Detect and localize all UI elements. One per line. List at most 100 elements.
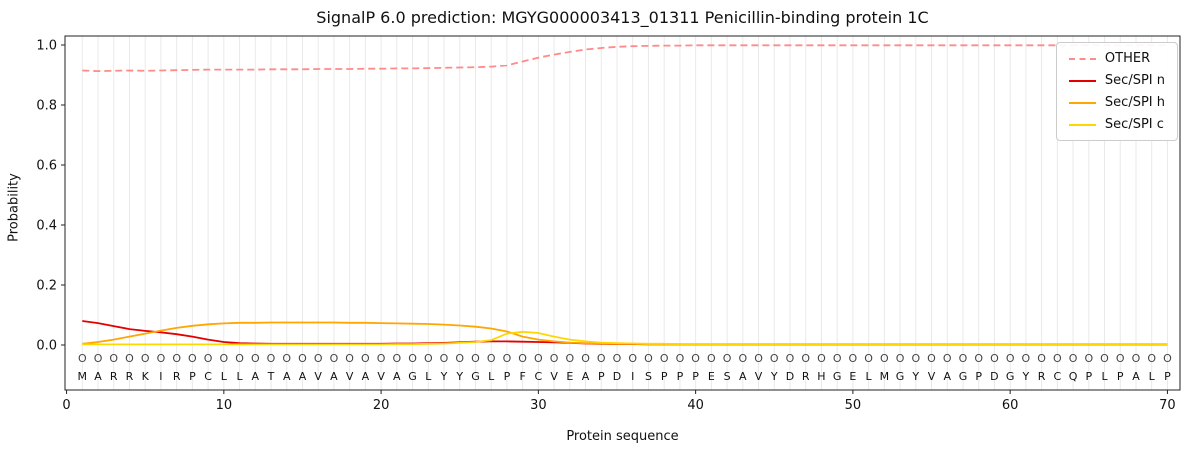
- svg-text:O: O: [94, 352, 103, 365]
- svg-text:M: M: [880, 370, 890, 383]
- legend-line-sample: [1068, 101, 1096, 104]
- svg-text:O: O: [660, 352, 669, 365]
- legend-item-sec-spi-h: Sec/SPI h: [1068, 95, 1165, 110]
- svg-text:O: O: [911, 352, 920, 365]
- svg-text:P: P: [661, 370, 668, 383]
- svg-text:O: O: [503, 352, 512, 365]
- svg-text:A: A: [362, 370, 370, 383]
- svg-text:C: C: [1053, 370, 1061, 383]
- svg-text:O: O: [738, 352, 747, 365]
- svg-text:O: O: [204, 352, 213, 365]
- svg-text:A: A: [943, 370, 951, 383]
- svg-text:A: A: [393, 370, 401, 383]
- svg-text:A: A: [252, 370, 260, 383]
- y-tick-label: 0.0: [36, 339, 57, 354]
- svg-text:O: O: [927, 352, 936, 365]
- svg-text:O: O: [1053, 352, 1062, 365]
- legend-line-sample: [1068, 57, 1096, 60]
- svg-text:O: O: [235, 352, 244, 365]
- svg-text:G: G: [833, 370, 842, 383]
- svg-text:O: O: [943, 352, 952, 365]
- svg-text:O: O: [817, 352, 826, 365]
- svg-text:D: D: [613, 370, 621, 383]
- svg-text:I: I: [159, 370, 162, 383]
- svg-text:O: O: [424, 352, 433, 365]
- svg-text:O: O: [471, 352, 480, 365]
- y-tick-label: 0.8: [36, 99, 57, 114]
- svg-text:O: O: [676, 352, 685, 365]
- legend-item-other: OTHER: [1068, 51, 1165, 66]
- svg-text:R: R: [802, 370, 810, 383]
- x-tick-label: 70: [1159, 398, 1176, 413]
- svg-text:O: O: [188, 352, 197, 365]
- svg-text:O: O: [1022, 352, 1031, 365]
- legend-item-label: OTHER: [1104, 51, 1151, 66]
- svg-text:O: O: [801, 352, 810, 365]
- legend-item-label: Sec/SPI n: [1104, 73, 1165, 88]
- svg-text:C: C: [204, 370, 212, 383]
- x-tick-label: 40: [687, 398, 704, 413]
- svg-text:O: O: [78, 352, 87, 365]
- svg-text:S: S: [645, 370, 652, 383]
- svg-text:O: O: [1147, 352, 1156, 365]
- svg-text:P: P: [504, 370, 511, 383]
- svg-text:L: L: [488, 370, 495, 383]
- svg-text:O: O: [1006, 352, 1015, 365]
- svg-text:O: O: [157, 352, 166, 365]
- svg-text:O: O: [455, 352, 464, 365]
- series-line-sec-spi-n: [82, 320, 1168, 346]
- svg-text:C: C: [535, 370, 543, 383]
- svg-text:O: O: [282, 352, 291, 365]
- svg-text:O: O: [534, 352, 543, 365]
- svg-text:R: R: [126, 370, 134, 383]
- svg-text:O: O: [314, 352, 323, 365]
- svg-text:O: O: [141, 352, 150, 365]
- svg-text:O: O: [628, 352, 637, 365]
- x-tick-label: 10: [216, 398, 233, 413]
- svg-text:O: O: [581, 352, 590, 365]
- svg-text:O: O: [298, 352, 307, 365]
- svg-text:L: L: [221, 370, 228, 383]
- svg-text:O: O: [172, 352, 181, 365]
- svg-text:A: A: [299, 370, 307, 383]
- svg-text:O: O: [518, 352, 527, 365]
- svg-text:O: O: [707, 352, 716, 365]
- svg-text:O: O: [267, 352, 276, 365]
- series-line-other: [82, 44, 1168, 72]
- svg-text:A: A: [582, 370, 590, 383]
- svg-text:O: O: [896, 352, 905, 365]
- svg-text:O: O: [597, 352, 606, 365]
- svg-text:A: A: [94, 370, 102, 383]
- svg-text:P: P: [189, 370, 196, 383]
- svg-text:O: O: [786, 352, 795, 365]
- legend-item-label: Sec/SPI c: [1104, 117, 1164, 132]
- gridlines: [81, 36, 1168, 390]
- svg-text:G: G: [408, 370, 417, 383]
- svg-text:P: P: [1117, 370, 1124, 383]
- svg-text:A: A: [739, 370, 747, 383]
- svg-text:O: O: [550, 352, 559, 365]
- svg-text:O: O: [377, 352, 386, 365]
- svg-text:O: O: [833, 352, 842, 365]
- series-line-sec-spi-h: [82, 321, 1168, 346]
- svg-text:Y: Y: [455, 370, 463, 383]
- svg-text:O: O: [1037, 352, 1046, 365]
- svg-text:T: T: [267, 370, 275, 383]
- axes-box: [64, 35, 1181, 391]
- svg-text:S: S: [724, 370, 731, 383]
- svg-text:L: L: [236, 370, 243, 383]
- svg-text:O: O: [109, 352, 118, 365]
- svg-text:O: O: [990, 352, 999, 365]
- svg-text:V: V: [928, 370, 936, 383]
- legend-item-label: Sec/SPI h: [1104, 95, 1165, 110]
- x-axis-label: Protein sequence: [566, 429, 679, 444]
- svg-text:O: O: [408, 352, 417, 365]
- svg-text:L: L: [1101, 370, 1108, 383]
- legend-line-sample: [1068, 123, 1096, 126]
- y-ticks: 0.0 0.2 0.4 0.6 0.8 1.0: [36, 39, 65, 354]
- y-tick-label: 0.4: [36, 219, 57, 234]
- svg-text:O: O: [1132, 352, 1141, 365]
- x-tick-label: 50: [845, 398, 862, 413]
- svg-text:P: P: [692, 370, 699, 383]
